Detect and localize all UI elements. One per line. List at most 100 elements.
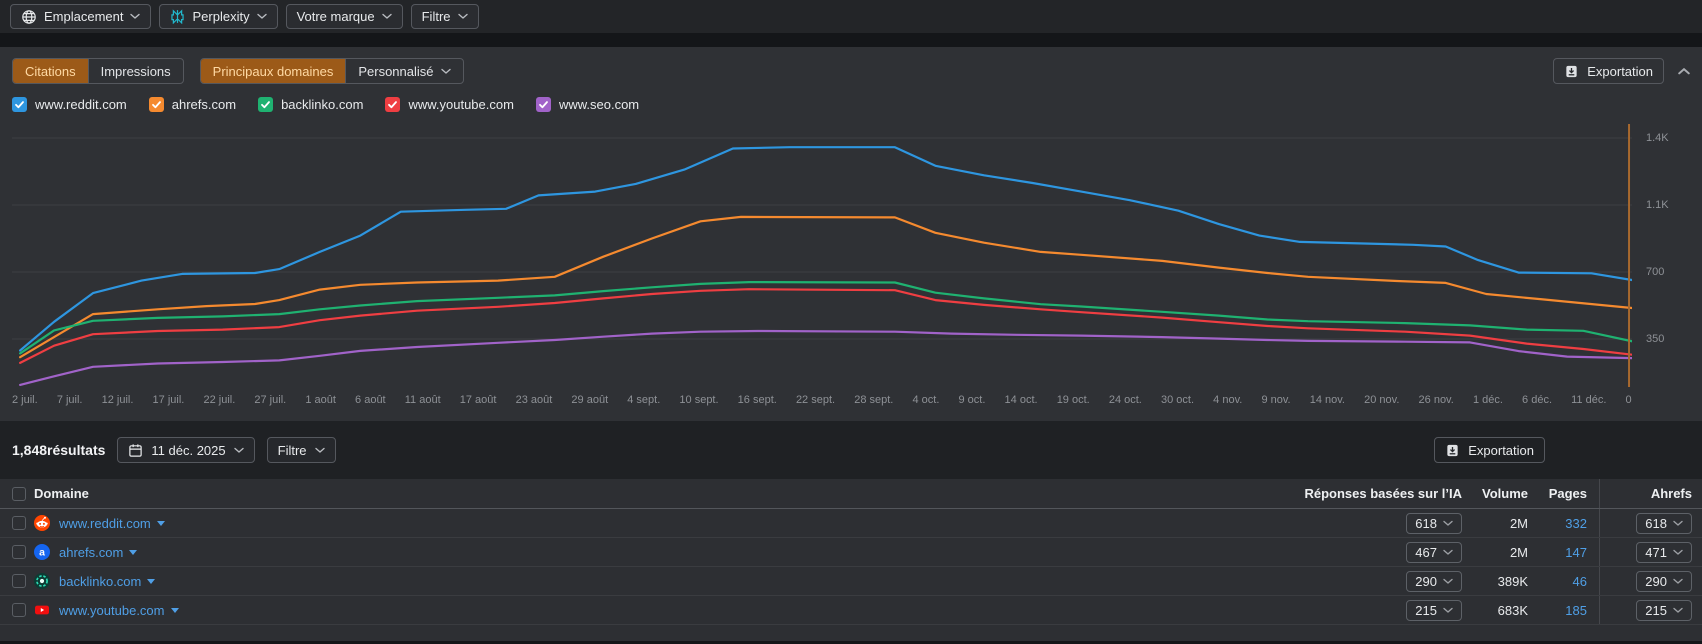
chevron-down-icon	[1673, 549, 1683, 556]
x-axis-tick: 6 août	[355, 394, 386, 406]
ia-responses-chip[interactable]: 290	[1406, 570, 1462, 592]
row-checkbox[interactable]	[12, 574, 26, 588]
chevron-down-icon	[1673, 520, 1683, 527]
legend-checkbox[interactable]	[12, 97, 27, 112]
column-header-ahrefs[interactable]: Ahrefs	[1599, 479, 1702, 508]
domain-link[interactable]: www.youtube.com	[59, 603, 179, 618]
domain-cell: backlinko.com	[34, 573, 1274, 589]
legend-checkbox[interactable]	[385, 97, 401, 112]
toolbar-button-perplexity[interactable]: Perplexity	[159, 4, 278, 29]
row-checkbox[interactable]	[12, 516, 26, 530]
table-body: www.reddit.com 618 2M 332 618 a ahrefs.com 467 2…	[0, 509, 1702, 625]
x-axis-tick: 16 sept.	[737, 394, 777, 406]
x-axis-tick: 4 oct.	[912, 394, 940, 406]
line-chart[interactable]	[12, 124, 1632, 387]
pages-cell[interactable]: 332	[1565, 515, 1587, 531]
table-filter-button[interactable]: Filtre	[266, 437, 336, 463]
y-axis-tick: 1.4K	[1646, 132, 1669, 144]
chevron-down-icon	[314, 447, 325, 454]
select-all-checkbox[interactable]	[12, 486, 26, 501]
row-checkbox-cell	[0, 574, 34, 588]
series-line-www-youtube-com	[19, 288, 1632, 364]
domain-label: www.reddit.com	[59, 515, 151, 531]
tab-principaux-domaines[interactable]: Principaux domaines	[200, 59, 346, 83]
domain-link[interactable]: ahrefs.com	[59, 545, 138, 560]
ia-responses-chip[interactable]: 618	[1406, 512, 1462, 534]
toolbar-button-label: Filtre	[421, 9, 451, 24]
toolbar-button-emplacement[interactable]: Emplacement	[10, 4, 152, 29]
legend-item-ahrefs-com[interactable]: ahrefs.com	[148, 97, 237, 112]
legend-checkbox[interactable]	[535, 97, 551, 112]
tab-label: Principaux domaines	[212, 63, 334, 79]
ia-responses-chip[interactable]: 215	[1406, 599, 1462, 621]
toolbar-button-label: Votre marque	[296, 9, 375, 24]
chart-export-button[interactable]: Exportation	[1553, 58, 1664, 84]
pages-cell[interactable]: 147	[1565, 544, 1587, 560]
legend-checkbox[interactable]	[258, 97, 274, 112]
export-icon	[1445, 443, 1460, 458]
ia-responses-value: 215	[1415, 602, 1437, 618]
date-picker-button[interactable]: 11 déc. 2025	[117, 437, 255, 463]
ahrefs-chip[interactable]: 471	[1636, 541, 1692, 563]
series-line-backlinko-com	[19, 281, 1632, 355]
legend-item-www-reddit-com[interactable]: www.reddit.com	[12, 97, 127, 112]
ahrefs-value: 618	[1645, 515, 1667, 531]
scope-tabs: Principaux domaines Personnalisé	[199, 58, 464, 84]
legend-checkbox[interactable]	[148, 97, 164, 112]
ahrefs-value: 471	[1645, 544, 1667, 560]
legend-item-backlinko-com[interactable]: backlinko.com	[258, 97, 363, 112]
row-checkbox[interactable]	[12, 603, 26, 617]
domain-link[interactable]: backlinko.com	[59, 574, 156, 589]
chart-panel: Citations Impressions Principaux domaines…	[0, 47, 1702, 421]
chevron-down-icon	[1443, 549, 1453, 556]
chevron-up-icon	[1678, 67, 1690, 75]
x-axis-tick: 10 sept.	[679, 394, 719, 406]
tab-personnalis[interactable]: Personnalisé	[345, 59, 462, 83]
column-header-pages[interactable]: Pages	[1548, 486, 1587, 501]
y-axis-tick: 1.1K	[1646, 199, 1669, 211]
row-checkbox-cell	[0, 603, 34, 617]
x-axis-tick: 12 juil.	[101, 394, 134, 406]
ahrefs-chip[interactable]: 618	[1636, 512, 1692, 534]
toolbar-button-votre-marque[interactable]: Votre marque	[285, 4, 403, 29]
ia-responses-cell: 290	[1274, 570, 1474, 592]
tab-citations[interactable]: Citations	[13, 59, 88, 83]
series-line-www-seo-com	[19, 329, 1632, 386]
tab-label: Citations	[25, 63, 76, 79]
section-divider	[0, 33, 1702, 47]
legend-label: ahrefs.com	[171, 97, 237, 112]
table-export-button[interactable]: Exportation	[1434, 437, 1545, 463]
table-row-www-reddit-com: www.reddit.com 618 2M 332 618	[0, 509, 1702, 538]
y-axis-tick: 700	[1646, 266, 1665, 278]
pages-cell[interactable]: 46	[1572, 573, 1587, 589]
ahrefs-chip[interactable]: 290	[1636, 570, 1692, 592]
tab-label: Personnalisé	[358, 63, 434, 79]
ia-responses-value: 618	[1415, 515, 1437, 531]
ia-responses-cell: 215	[1274, 599, 1474, 621]
row-checkbox[interactable]	[12, 545, 26, 559]
column-header-domain[interactable]: Domaine	[34, 486, 89, 501]
x-axis-tick: 22 juil.	[203, 394, 236, 406]
chart-legend: www.reddit.com ahrefs.com backlinko.com www…	[12, 97, 1690, 112]
ahrefs-chip[interactable]: 215	[1636, 599, 1692, 621]
results-count: 1,848résultats	[12, 442, 106, 458]
table-row-backlinko-com: backlinko.com 290 389K 46 290	[0, 567, 1702, 596]
ahrefs-cell: 618	[1599, 509, 1702, 537]
domain-cell: www.youtube.com	[34, 602, 1274, 618]
pages-cell[interactable]: 185	[1565, 602, 1587, 618]
y-axis-labels: 1.4K 1.1K 700 350	[1632, 124, 1690, 387]
column-header-ia-responses[interactable]: Réponses basées sur l’IA	[1304, 486, 1462, 501]
volume-cell: 2M	[1509, 544, 1528, 560]
collapse-panel-button[interactable]	[1678, 67, 1690, 75]
toolbar-button-filtre[interactable]: Filtre	[410, 4, 479, 29]
tab-impressions[interactable]: Impressions	[87, 59, 183, 83]
domain-link[interactable]: www.reddit.com	[59, 516, 165, 531]
x-axis-tick: 28 sept.	[854, 394, 894, 406]
ahrefs-favicon: a	[34, 544, 50, 560]
column-header-volume[interactable]: Volume	[1482, 486, 1528, 501]
x-axis-tick: 23 août	[515, 394, 553, 406]
volume-cell: 683K	[1497, 602, 1528, 618]
legend-item-www-youtube-com[interactable]: www.youtube.com	[385, 97, 514, 112]
legend-item-www-seo-com[interactable]: www.seo.com	[535, 97, 639, 112]
ia-responses-chip[interactable]: 467	[1406, 541, 1462, 563]
